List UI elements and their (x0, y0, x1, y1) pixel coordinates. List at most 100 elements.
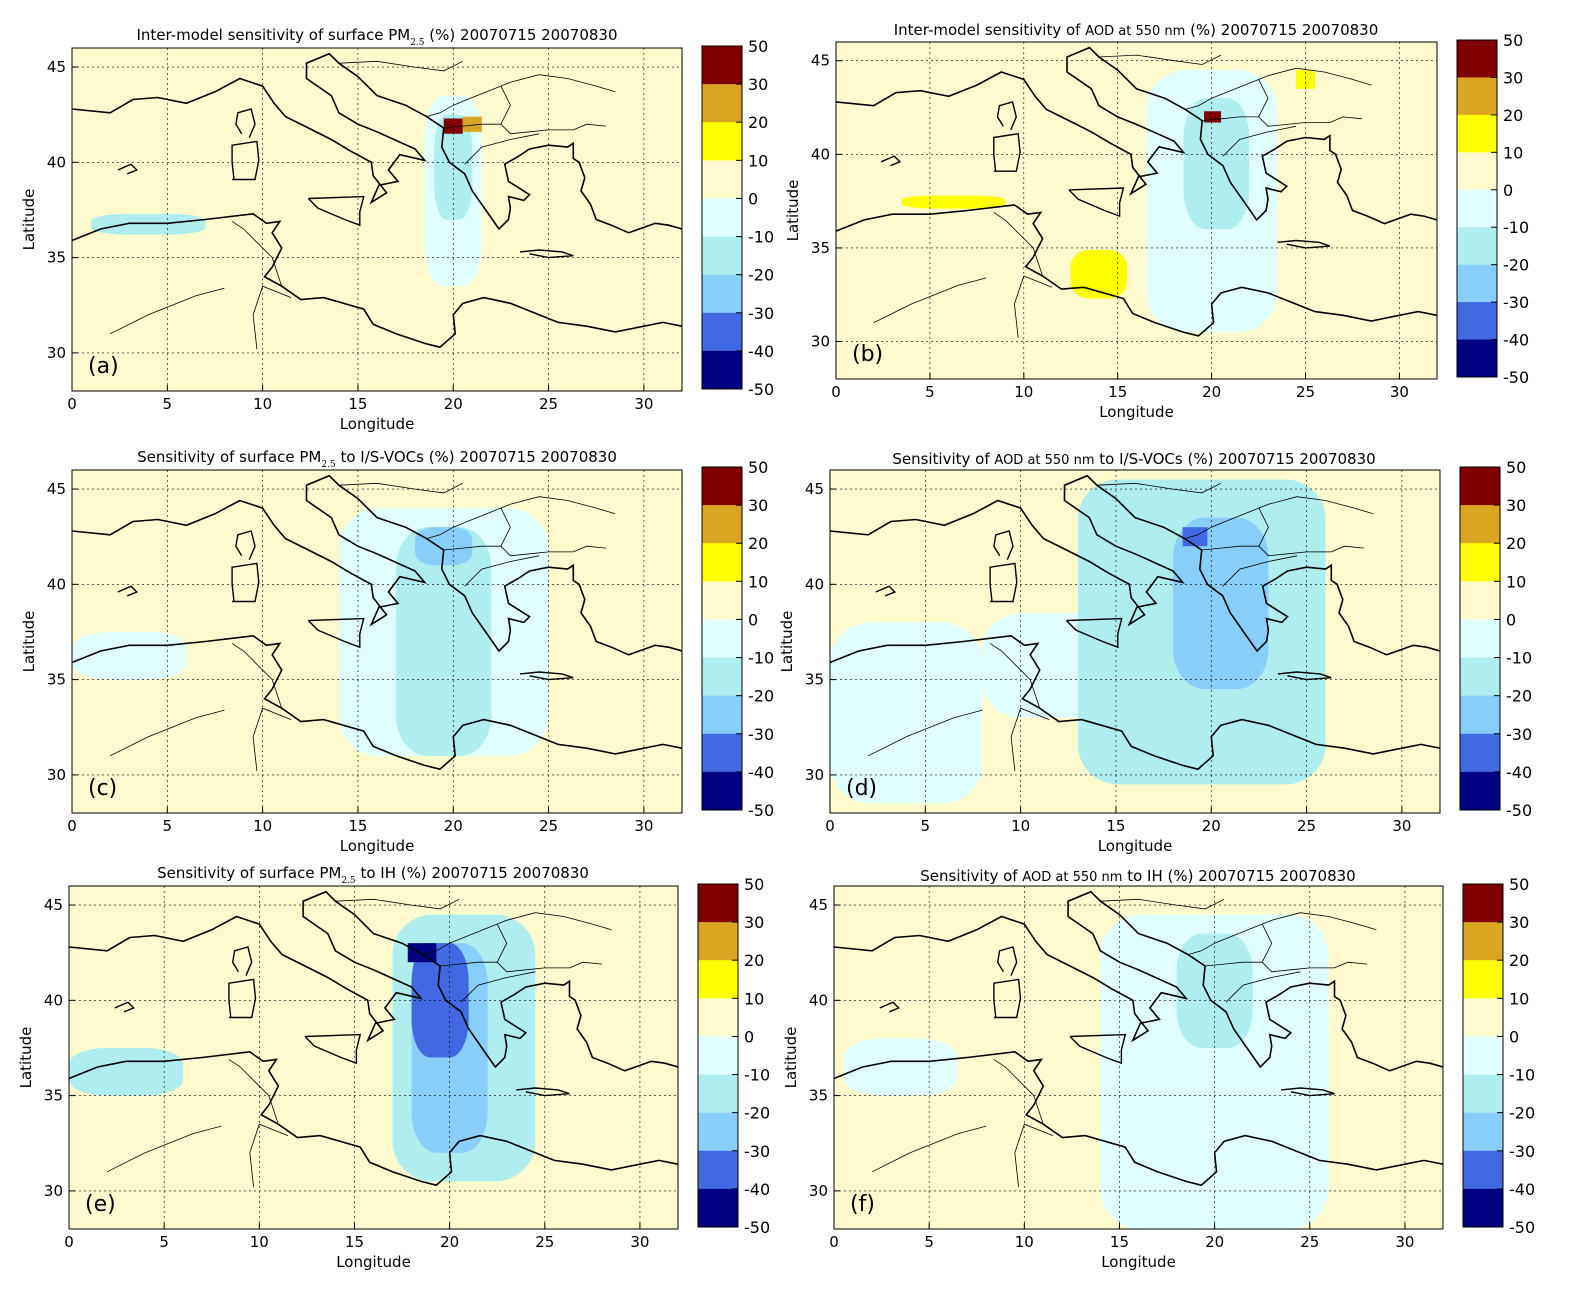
colorbar-swatch (1457, 152, 1497, 191)
island-outline (228, 978, 257, 1019)
colorbar-swatch (1460, 505, 1500, 544)
x-tick-label: 25 (539, 817, 558, 835)
panel-label: (b) (852, 342, 883, 367)
coastline (830, 474, 1440, 656)
chart-title-part: Sensitivity of surface PM (137, 448, 321, 466)
x-tick-label: 20 (444, 395, 463, 413)
y-axis-label: Latitude (784, 180, 802, 242)
country-border (460, 971, 536, 1003)
island-outline (681, 256, 682, 258)
colorbar-tick-label: 10 (748, 151, 768, 170)
x-tick-label: 10 (1014, 383, 1033, 401)
country-border (993, 1059, 1044, 1125)
colorbar-tick-label: 10 (1506, 572, 1526, 591)
colorbar-swatch (702, 581, 742, 620)
colorbar-tick-label: -50 (1503, 368, 1529, 387)
country-border (1010, 707, 1050, 772)
country-border (1222, 555, 1298, 587)
x-tick-label: 15 (348, 395, 367, 413)
x-tick-label: 30 (1390, 383, 1409, 401)
island-outline (304, 1033, 362, 1065)
colorbar-swatch (1457, 114, 1497, 153)
coastline (834, 890, 1443, 1072)
panel-label: (a) (88, 354, 119, 379)
x-tick-label: 25 (1296, 383, 1315, 401)
map-lines (830, 474, 1440, 772)
chart-title-part: 2.5 (410, 38, 425, 48)
colorbar: 50 30 20 10 0 -10 -20 -30 -40 -50 (701, 37, 774, 399)
colorbar-tick-label: -50 (748, 801, 774, 820)
x-tick-label: 0 (67, 817, 77, 835)
island-outline (117, 163, 139, 175)
heatmap-cell (91, 213, 206, 235)
heatmap-cell (1182, 527, 1208, 547)
colorbar-swatch (702, 467, 742, 506)
colorbar-swatch (698, 1074, 738, 1114)
coastline (72, 474, 682, 656)
island-outline (1281, 1087, 1335, 1097)
y-tick-label: 30 (47, 766, 66, 784)
colorbar-swatch (1457, 302, 1497, 341)
colorbar-tick-label: -30 (1509, 1142, 1535, 1161)
heatmap-cell (462, 116, 482, 132)
heatmap-cell (1183, 98, 1250, 230)
colorbar-tick-label: -20 (748, 266, 774, 285)
island-outline (307, 195, 365, 227)
map-lines (72, 474, 682, 772)
country-border (1098, 54, 1222, 65)
island-outline (681, 678, 682, 680)
y-tick-label: 40 (805, 575, 824, 593)
x-tick-label: 0 (67, 395, 77, 413)
x-tick-label: 10 (1011, 817, 1030, 835)
island-outline (519, 249, 574, 259)
colorbar-swatch (1463, 998, 1503, 1037)
colorbar-tick-label: -50 (1506, 801, 1532, 820)
x-tick-label: 20 (444, 817, 463, 835)
axes-frame (829, 469, 1441, 814)
chart-panel-a: 0 5 10 15 20 25 30 30 35 40 45 Longitude Latitude (a)… (20, 26, 774, 433)
colorbar-tick-label: -30 (1503, 293, 1529, 312)
chart-title-part: (%) 20070715 20070830 (1185, 21, 1378, 39)
country-border (1013, 275, 1053, 338)
colorbar-swatch (702, 160, 742, 199)
axes-frame (71, 469, 683, 814)
colorbar-tick-label: -10 (744, 1066, 770, 1085)
colorbar-tick-label: -20 (744, 1104, 770, 1123)
panel-label: (f) (850, 1192, 875, 1217)
colorbar-swatch (702, 122, 742, 161)
colorbar-tick-label: 10 (748, 572, 768, 591)
island-outline (879, 1001, 900, 1013)
colorbar-tick-label: -30 (744, 1142, 770, 1161)
country-border (1258, 507, 1269, 547)
colorbar-tick-label: -40 (748, 342, 774, 361)
colorbar-tick-label: -40 (1509, 1180, 1535, 1199)
x-tick-label: 0 (831, 383, 841, 401)
colorbar-tick-label: 10 (1509, 989, 1529, 1008)
colorbar-tick-label: -50 (744, 1218, 770, 1237)
coastline (830, 634, 1440, 771)
y-tick-label: 45 (44, 896, 63, 914)
country-border (231, 643, 283, 709)
colorbar-swatch (702, 198, 742, 238)
colorbar-tick-label: 20 (744, 951, 764, 970)
colorbar-frame (1456, 39, 1498, 378)
chart-title-part: to IH (%) 20070715 20070830 (1122, 867, 1355, 885)
y-tick-label: 35 (47, 671, 66, 689)
y-tick-label: 40 (809, 991, 828, 1009)
country-border (867, 709, 983, 757)
chart-title-part: Sensitivity of (892, 450, 994, 468)
y-tick-label: 45 (47, 480, 66, 498)
heatmap-layer (901, 70, 1315, 333)
island-outline (114, 1001, 135, 1013)
country-border (989, 643, 1041, 709)
x-tick-label: 10 (1015, 1233, 1034, 1251)
colorbar-swatch (702, 695, 742, 735)
colorbar-tick-label: 30 (748, 496, 768, 515)
island-outline (1436, 247, 1437, 248)
grid-lines (835, 42, 1437, 379)
island-outline (1442, 1094, 1443, 1096)
colorbar-tick-label: -10 (1509, 1066, 1535, 1085)
country-border (443, 123, 574, 135)
country-border (1205, 961, 1335, 973)
chart-title-part: to I/S-VOCs (%) 20070715 20070830 (336, 448, 617, 466)
